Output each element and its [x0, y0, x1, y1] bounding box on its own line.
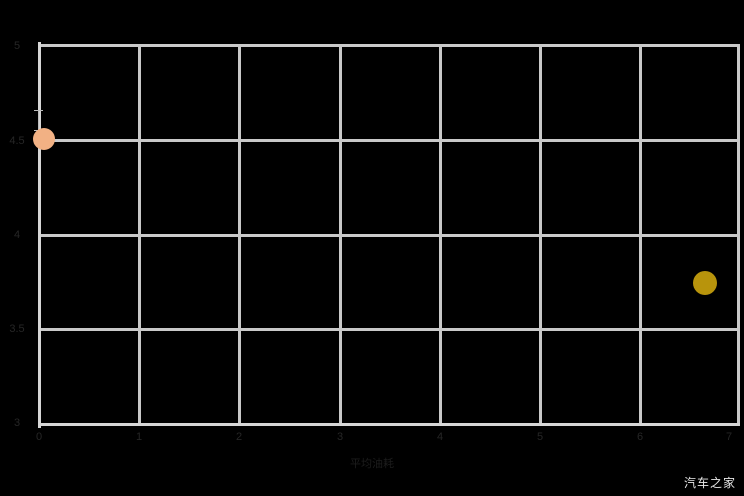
- x-tick-label-0: 0: [35, 431, 43, 443]
- y-axis-line: [38, 42, 41, 428]
- y-tick-label-4: 4: [13, 229, 21, 241]
- data-point-1[interactable]: [33, 128, 55, 150]
- y-tick-label-3: 3: [13, 417, 21, 429]
- x-tick-label-5: 5: [536, 431, 544, 443]
- data-point-2[interactable]: [693, 271, 717, 295]
- gridline-horizontal-5: [38, 44, 740, 47]
- x-tick-label-3: 3: [336, 431, 344, 443]
- x-tick-label-1: 1: [135, 431, 143, 443]
- y-tick-label-5: 5: [13, 40, 21, 52]
- x-tick-label-2: 2: [235, 431, 243, 443]
- gridline-horizontal-4: [38, 234, 740, 237]
- x-tick-label-7: 7: [725, 431, 733, 443]
- x-axis-line: [38, 423, 740, 426]
- x-axis-title: 平均油耗: [350, 458, 394, 470]
- gridline-horizontal-4p5: [38, 139, 740, 142]
- gridline-horizontal-3p5: [38, 328, 740, 331]
- x-tick-label-4: 4: [436, 431, 444, 443]
- y-tick-label-3p5: 3.5: [9, 323, 25, 335]
- x-tick-label-6: 6: [636, 431, 644, 443]
- watermark-label: 汽车之家: [683, 476, 736, 490]
- y-tick-label-4p5: 4.5: [9, 135, 25, 147]
- plot-area: [33, 42, 740, 428]
